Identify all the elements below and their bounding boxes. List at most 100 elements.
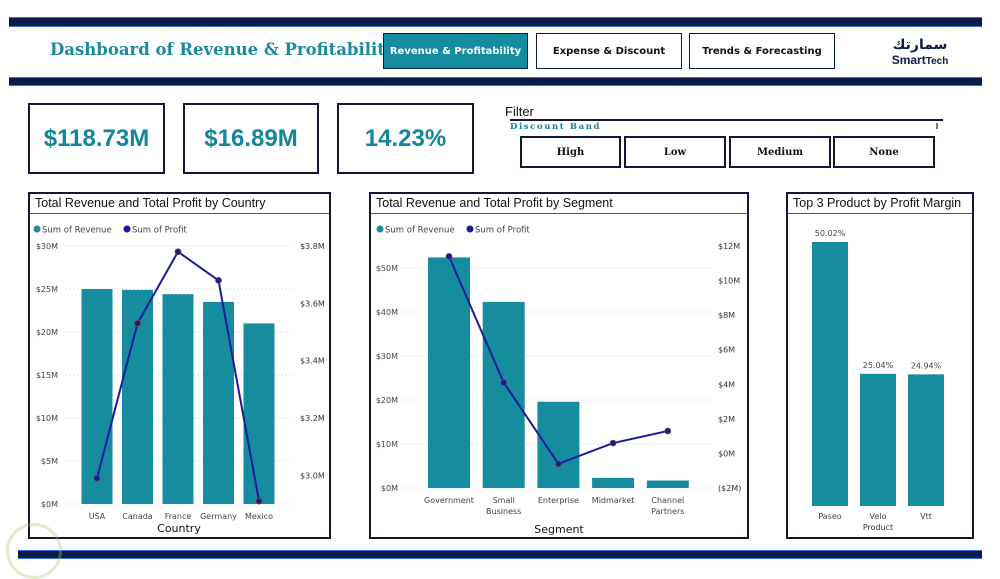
right-axis-tick: $10M — [718, 277, 740, 286]
filter-option-high[interactable]: High — [520, 136, 621, 168]
left-axis-tick: $40M — [376, 308, 398, 317]
profit-point — [134, 320, 141, 327]
x-axis-tick: Enterprise — [538, 496, 579, 505]
filter-option-medium[interactable]: Medium — [729, 136, 831, 168]
tab-trends-forecasting[interactable]: Trends & Forecasting — [689, 33, 835, 69]
x-axis-tick: Vtt — [920, 512, 932, 521]
kpi-total-profit: $16.89M — [183, 103, 319, 174]
profit-point — [555, 460, 562, 468]
x-axis-tick: Business — [486, 507, 521, 516]
left-axis-tick: $5M — [41, 457, 58, 466]
revenue-bar — [243, 323, 275, 504]
right-axis-tick: $3.4M — [300, 357, 325, 366]
revenue-bar — [203, 301, 234, 504]
revenue-bar — [162, 294, 194, 504]
margin-bar — [908, 374, 944, 506]
x-axis-tick: Small — [493, 496, 515, 505]
kpi-profit-margin: 14.23% — [337, 103, 474, 174]
left-axis-tick: $10M — [376, 440, 398, 449]
left-axis-tick: $10M — [36, 414, 58, 423]
legend-revenue-label: Sum of Revenue — [385, 226, 455, 236]
product-chart-title: Top 3 Product by Profit Margin — [788, 194, 972, 214]
logo-arabic-text: سمارتك — [892, 37, 948, 53]
x-axis-title: Country — [157, 522, 201, 535]
data-label: 24.94% — [911, 361, 942, 370]
legend-revenue-marker — [33, 225, 41, 233]
profit-point — [174, 248, 182, 256]
x-axis-title: Segment — [534, 523, 584, 536]
kpi-total-revenue: $118.73M — [28, 103, 165, 174]
profit-point — [609, 439, 617, 447]
right-axis-tick: $12M — [718, 242, 740, 251]
left-axis-tick: $30M — [36, 242, 58, 251]
margin-bar — [860, 373, 896, 506]
right-axis-tick: $3.8M — [300, 242, 325, 251]
revenue-bar — [592, 477, 635, 488]
left-axis-tick: $30M — [376, 352, 398, 361]
right-axis-tick: $2M — [718, 415, 735, 424]
legend-profit-label: Sum of Profit — [132, 226, 187, 236]
x-axis-title: Product — [863, 523, 893, 532]
x-axis-tick: Germany — [200, 512, 237, 521]
x-axis-tick: Channel — [651, 496, 684, 505]
x-axis-tick: Midmarket — [592, 496, 635, 505]
logo-text-main: Smart — [891, 53, 926, 67]
filter-heading: Filter — [505, 104, 534, 119]
right-axis-tick: ($2M) — [718, 484, 741, 493]
legend-profit-marker — [466, 225, 474, 233]
footer-band — [18, 550, 982, 559]
x-axis-tick: Partners — [651, 507, 684, 516]
left-axis-tick: $25M — [36, 285, 58, 294]
watermark-logo — [6, 523, 62, 579]
x-axis-tick: Velo — [870, 512, 887, 521]
tab-revenue-profitability[interactable]: Revenue & Profitability — [383, 33, 528, 69]
top-navbar-band — [9, 17, 982, 27]
right-axis-tick: $0M — [718, 449, 735, 458]
legend-revenue-marker — [376, 225, 384, 233]
filter-option-none[interactable]: None — [833, 136, 935, 168]
profit-point — [255, 497, 263, 505]
x-axis-tick: Canada — [122, 512, 153, 521]
right-axis-tick: $3.2M — [300, 414, 325, 423]
x-axis-tick: Mexico — [245, 512, 273, 521]
smarttech-logo: سمارتك SmartTech — [880, 38, 960, 69]
filter-divider — [510, 119, 943, 121]
discount-band-label: Discount Band — [510, 122, 602, 132]
left-axis-tick: $15M — [36, 371, 58, 380]
segment-chart-title: Total Revenue and Total Profit by Segmen… — [371, 194, 747, 214]
x-axis-tick: Paseo — [818, 512, 841, 521]
filter-option-low[interactable]: Low — [624, 136, 726, 168]
x-axis-tick: USA — [89, 512, 106, 521]
right-axis-tick: $3.0M — [300, 471, 325, 480]
profit-point — [664, 427, 672, 435]
profit-point — [500, 379, 508, 386]
left-axis-tick: $0M — [381, 484, 398, 493]
slicer-menu-handle[interactable] — [936, 123, 938, 129]
left-axis-tick: $50M — [376, 264, 398, 273]
revenue-bar — [81, 289, 113, 504]
right-axis-tick: $3.6M — [300, 299, 325, 308]
page-title: Dashboard of Revenue & Profitability — [50, 40, 395, 59]
revenue-bar — [428, 257, 470, 488]
profit-point — [93, 474, 101, 482]
revenue-bar — [646, 480, 689, 488]
revenue-bar — [482, 301, 525, 488]
tab-expense-discount[interactable]: Expense & Discount — [536, 33, 682, 69]
right-axis-tick: $4M — [718, 380, 735, 389]
left-axis-tick: $20M — [36, 328, 58, 337]
x-axis-tick: Government — [424, 496, 474, 505]
margin-bar — [812, 242, 848, 506]
legend-profit-label: Sum of Profit — [475, 226, 530, 236]
right-axis-tick: $8M — [718, 311, 735, 320]
x-axis-tick: France — [165, 512, 192, 521]
left-axis-tick: $0M — [41, 500, 58, 509]
legend-profit-marker — [123, 225, 131, 233]
profit-point — [445, 253, 453, 260]
legend-revenue-label: Sum of Revenue — [42, 226, 112, 236]
profit-point — [215, 277, 222, 284]
right-axis-tick: $6M — [718, 346, 735, 355]
left-axis-tick: $20M — [376, 396, 398, 405]
country-chart-title: Total Revenue and Total Profit by Countr… — [30, 194, 329, 214]
logo-text-suffix: Tech — [925, 56, 949, 67]
